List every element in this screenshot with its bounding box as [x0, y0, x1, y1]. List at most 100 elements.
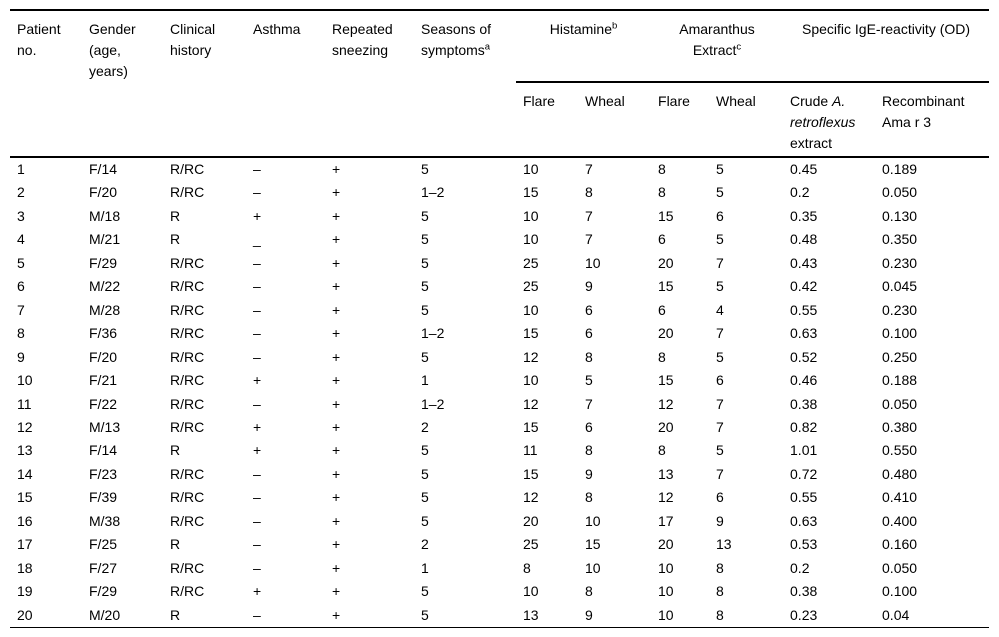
table-cell: 2: [17, 184, 25, 201]
table-cell: +: [332, 161, 341, 177]
table-cell: 9: [578, 603, 652, 629]
table-cell: 1: [17, 161, 25, 177]
table-row: 17 F/25 R – +2 25 15 20 13 0.53 0.160: [10, 533, 989, 556]
table-cell: 5: [421, 489, 429, 506]
table-cell: 1: [421, 372, 429, 389]
table-cell: F/21: [89, 372, 118, 389]
table-cell: F/23: [89, 465, 118, 482]
table-cell: 6: [716, 489, 724, 506]
table-cell: 0.400: [882, 512, 918, 529]
table-cell: 1–2: [421, 395, 445, 412]
table-cell: 10: [585, 559, 601, 576]
subcol-header-crude-extract: Crude A. retroflexus extract: [783, 82, 876, 158]
table-cell: 8: [585, 583, 593, 600]
table-cell: 15: [523, 418, 539, 435]
table-cell: 0.55: [790, 301, 818, 318]
table-cell: +: [332, 372, 341, 389]
table-row: 1 F/14 R/RC – +5 10 7 8 5 0.45 0.189: [10, 157, 989, 181]
table-cell: 0.53: [790, 536, 818, 553]
col-header-seasons: Seasons of symptomsa: [414, 10, 516, 158]
table-cell: 6: [658, 301, 666, 318]
table-cell: 7: [17, 301, 25, 318]
table-cell: 0.130: [882, 207, 918, 224]
table-cell: R/RC: [170, 301, 205, 318]
table-cell: 0.38: [790, 583, 818, 600]
table-cell: F/29: [89, 254, 118, 271]
table-cell: +: [332, 442, 341, 459]
table-cell: 0.230: [882, 254, 918, 271]
table-cell: +: [253, 418, 262, 435]
table-cell: F/39: [89, 489, 118, 506]
table-cell: 15: [658, 278, 674, 295]
subcol-header-label: Crude: [790, 93, 829, 109]
table-cell: R/RC: [170, 583, 205, 600]
table-cell: +: [332, 254, 341, 271]
table-cell: –: [253, 465, 261, 482]
col-header-clinical-history: Clinical history: [163, 10, 246, 158]
table-cell: 10: [585, 254, 601, 271]
table-row: 5 F/29 R/RC – +5 25 10 20 7 0.43 0.230: [10, 252, 989, 275]
table-cell: 0.050: [882, 184, 918, 201]
table-cell: 5: [421, 348, 429, 365]
table-cell: 4: [17, 231, 25, 248]
table-cell: R/RC: [170, 395, 205, 412]
table-cell: 0.2: [790, 184, 810, 201]
table-cell: 5: [414, 603, 516, 629]
table-cell: 8: [716, 559, 724, 576]
table-cell: 0.35: [790, 207, 818, 224]
table-cell: –: [253, 395, 261, 412]
table-cell: 20: [658, 536, 674, 553]
table-cell: 15: [658, 207, 674, 224]
table-cell: M/38: [89, 512, 121, 529]
patients-table: Patient no. Gender (age, years) Clinical…: [10, 9, 990, 629]
col-header-label: Clinical history: [170, 21, 216, 58]
table-cell: 8: [658, 161, 666, 177]
table-cell: 10: [523, 372, 539, 389]
table-cell: 8: [523, 559, 531, 576]
table-cell: 0.48: [790, 231, 818, 248]
table-row: 9 F/20 R/RC – +5 12 8 8 5 0.52 0.250: [10, 346, 989, 369]
table-cell: 0.04: [875, 603, 990, 629]
table-cell: 0.38: [790, 395, 818, 412]
table-row: 18 F/27 R/RC – +1 8 10 10 8 0.2 0.050: [10, 557, 989, 580]
table-cell: 11: [523, 442, 538, 459]
table-cell: 5: [421, 207, 429, 224]
col-header-label: Repeated sneezing: [332, 21, 393, 58]
table-cell: R/RC: [170, 489, 205, 506]
table-cell: F/20: [89, 348, 118, 365]
table-cell: +: [253, 442, 262, 459]
table-header: Patient no. Gender (age, years) Clinical…: [10, 10, 990, 158]
table-cell: 0.380: [882, 418, 918, 435]
subcol-header-amaranthus-flare: Flare: [651, 82, 710, 158]
table-cell: R/RC: [170, 161, 205, 177]
table-cell: 5: [716, 278, 724, 295]
col-header-label: Asthma: [253, 21, 301, 37]
table-cell: R: [170, 207, 181, 224]
table-cell: F/36: [89, 325, 118, 342]
table-cell: F/14: [89, 161, 118, 177]
subcol-header-amaranthus-wheal: Wheal: [709, 82, 784, 158]
table-cell: 0.2: [790, 559, 810, 576]
table-cell: 0.480: [882, 465, 918, 482]
table-cell: 10: [17, 372, 33, 389]
table-cell: 0.63: [790, 512, 818, 529]
table-cell: 20: [523, 512, 539, 529]
table-cell: R: [163, 603, 246, 629]
subcol-header-histamine-flare: Flare: [516, 82, 578, 158]
table-cell: 7: [585, 395, 593, 412]
table-row: 15 F/39 R/RC – +5 12 8 12 6 0.55 0.410: [10, 486, 989, 509]
table-cell: +: [332, 348, 341, 365]
table-row: 6 M/22 R/RC – +5 25 9 15 5 0.42 0.045: [10, 275, 989, 298]
patients-table-container: Patient no. Gender (age, years) Clinical…: [10, 9, 990, 629]
table-cell: 8: [658, 442, 666, 459]
table-cell: 2: [421, 536, 429, 553]
table-cell: F/29: [89, 583, 118, 600]
table-cell: +: [332, 184, 341, 201]
table-cell: +: [332, 418, 341, 435]
table-cell: 7: [716, 418, 724, 435]
table-cell: 0.188: [882, 372, 918, 389]
table-cell: 10: [658, 559, 674, 576]
table-cell: –: [253, 254, 261, 271]
table-cell: 0.250: [882, 348, 918, 365]
table-cell: 10: [523, 583, 539, 600]
